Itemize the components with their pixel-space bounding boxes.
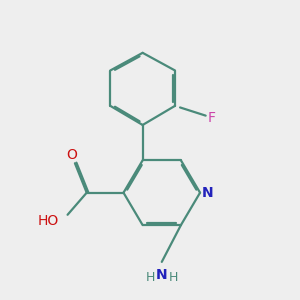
- Text: H: H: [146, 271, 155, 284]
- Text: N: N: [202, 186, 213, 200]
- Text: HO: HO: [38, 214, 59, 229]
- Text: H: H: [168, 271, 178, 284]
- Text: O: O: [66, 148, 77, 161]
- Text: F: F: [208, 111, 216, 124]
- Text: N: N: [156, 268, 168, 282]
